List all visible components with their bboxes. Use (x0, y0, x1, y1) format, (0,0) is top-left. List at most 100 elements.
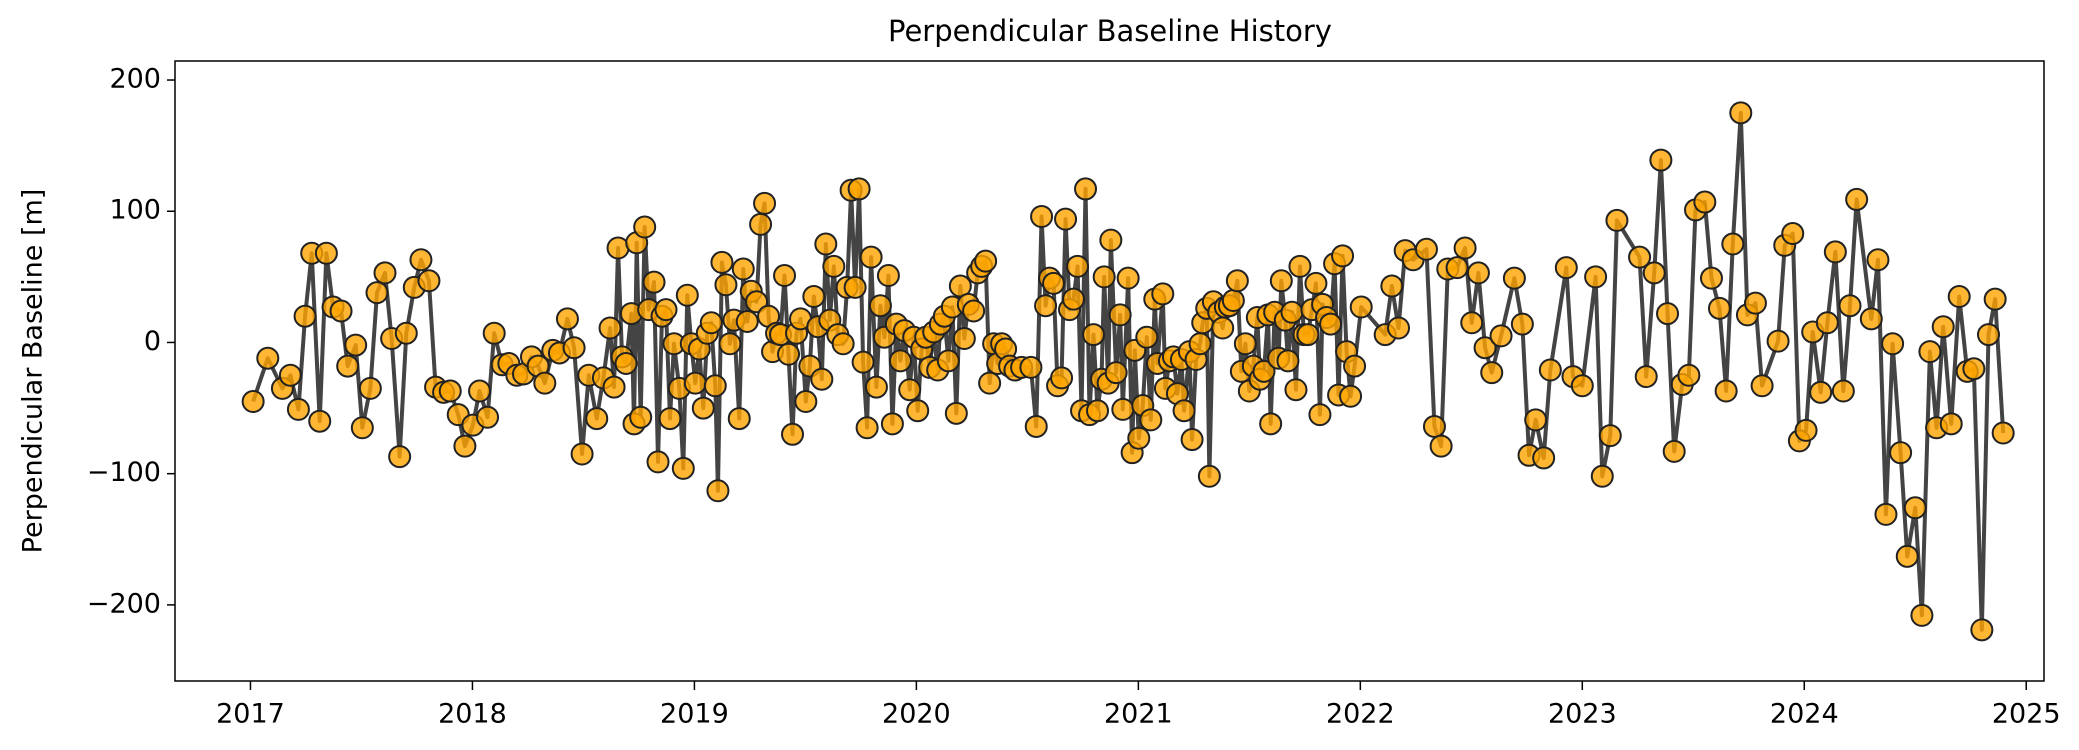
data-point (1108, 303, 1132, 327)
data-point (851, 350, 875, 374)
data-point (1288, 254, 1312, 278)
data-point (1460, 311, 1484, 335)
data-point (394, 321, 418, 345)
data-point (962, 299, 986, 323)
y-tick-label: 100 (109, 195, 161, 226)
data-point (336, 354, 360, 378)
data-point (876, 264, 900, 288)
data-point (843, 275, 867, 299)
data-point (1532, 446, 1556, 470)
data-point (598, 316, 622, 340)
data-point (944, 401, 968, 425)
data-point (1422, 414, 1446, 438)
data-point (1116, 266, 1140, 290)
data-point (810, 367, 834, 391)
data-point (1845, 187, 1869, 211)
plot-frame (174, 60, 2045, 682)
x-tick-label: 2023 (1548, 699, 1617, 730)
data-point (1634, 365, 1658, 389)
data-point (1584, 265, 1608, 289)
data-point (1947, 285, 1971, 309)
data-point (562, 336, 586, 360)
data-point (671, 456, 695, 480)
data-point (555, 307, 579, 331)
data-point (1066, 254, 1090, 278)
data-point (1099, 228, 1123, 252)
data-point (703, 374, 727, 398)
data-point (1480, 361, 1504, 385)
data-point (646, 450, 670, 474)
data-point (388, 445, 412, 469)
data-point (1151, 282, 1175, 306)
y-tick-label: −100 (87, 457, 161, 488)
data-point (1139, 408, 1163, 432)
data-point (602, 375, 626, 399)
data-point (1881, 332, 1905, 356)
data-point (1598, 424, 1622, 448)
data-point (1111, 397, 1135, 421)
data-point (974, 249, 998, 273)
data-point (1387, 316, 1411, 340)
data-point (675, 283, 699, 307)
data-point (1197, 464, 1221, 488)
data-point (1510, 312, 1534, 336)
data-point (952, 327, 976, 351)
data-point (706, 479, 730, 503)
data-point (1707, 296, 1731, 320)
x-tick-label: 2021 (1104, 699, 1173, 730)
data-point (1225, 269, 1249, 293)
data-point (1859, 307, 1883, 331)
data-point (468, 379, 492, 403)
data-point (308, 409, 332, 433)
data-point (1750, 374, 1774, 398)
data-point (350, 416, 374, 440)
x-tick-label: 2024 (1770, 699, 1839, 730)
data-point (859, 245, 883, 269)
data-point (1380, 274, 1404, 298)
data-point (1721, 232, 1745, 256)
data-point (898, 378, 922, 402)
data-point (1127, 426, 1151, 450)
data-point (1221, 288, 1245, 312)
data-point (1903, 496, 1927, 520)
data-point (814, 232, 838, 256)
chart-title: Perpendicular Baseline History (888, 14, 1332, 48)
data-point (1074, 177, 1098, 201)
data-point (1180, 428, 1204, 452)
data-point (1269, 269, 1293, 293)
data-point (1983, 287, 2007, 311)
data-point (731, 257, 755, 281)
data-point (1831, 379, 1855, 403)
data-point (868, 294, 892, 318)
data-point (683, 371, 707, 395)
data-point (438, 379, 462, 403)
data-point (654, 298, 678, 322)
data-point (710, 250, 734, 274)
data-point (1895, 544, 1919, 568)
data-point (1414, 237, 1438, 261)
data-point (1445, 256, 1469, 280)
data-point (533, 371, 557, 395)
data-point (1781, 222, 1805, 246)
data-point (642, 270, 666, 294)
data-point (293, 304, 317, 328)
data-point (1889, 441, 1913, 465)
data-point (1296, 323, 1320, 347)
data-point (329, 299, 353, 323)
data-point (1794, 418, 1818, 442)
data-point (476, 405, 500, 429)
data-point (358, 376, 382, 400)
y-tick-label: −200 (87, 588, 161, 619)
data-point (1331, 244, 1355, 268)
data-point (727, 407, 751, 431)
data-point (1343, 354, 1367, 378)
data-point (1570, 374, 1594, 398)
data-point (1489, 324, 1513, 348)
data-point (278, 363, 302, 387)
data-point (482, 321, 506, 345)
data-point (1172, 399, 1196, 423)
data-point (314, 241, 338, 265)
data-point (1766, 329, 1790, 353)
data-point (1809, 380, 1833, 404)
data-point (629, 405, 653, 429)
